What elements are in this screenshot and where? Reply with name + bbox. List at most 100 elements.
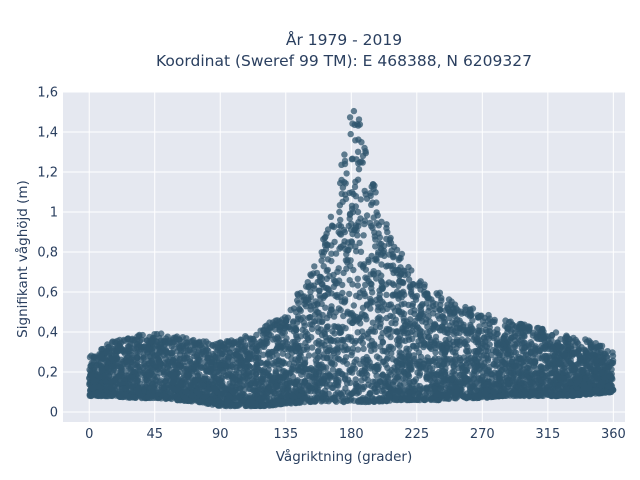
data-point	[345, 246, 352, 253]
data-point	[345, 222, 352, 230]
data-point	[422, 319, 429, 326]
data-point	[334, 345, 341, 352]
data-point	[407, 329, 414, 336]
data-point	[289, 338, 296, 346]
data-point	[355, 398, 362, 405]
data-point	[434, 292, 442, 299]
data-point	[517, 355, 524, 362]
data-point	[390, 254, 397, 261]
data-point	[464, 311, 471, 318]
data-point	[361, 311, 368, 319]
data-point	[352, 137, 359, 144]
data-point	[307, 288, 314, 296]
data-point	[347, 397, 354, 404]
data-point	[332, 309, 339, 316]
data-point	[345, 333, 352, 341]
data-point	[330, 271, 337, 279]
data-point	[125, 357, 132, 364]
data-points	[86, 107, 617, 410]
data-point	[103, 349, 110, 356]
data-point	[507, 371, 514, 379]
data-point	[401, 300, 408, 307]
data-point	[308, 272, 315, 279]
data-point	[400, 375, 407, 382]
data-point	[354, 208, 362, 216]
data-point	[96, 373, 103, 381]
data-point	[475, 329, 482, 336]
data-point	[362, 360, 370, 367]
data-point	[422, 291, 429, 298]
data-point	[384, 331, 392, 338]
data-point	[332, 250, 340, 257]
data-point	[230, 338, 238, 346]
data-point	[362, 149, 369, 157]
data-point	[252, 370, 260, 378]
data-point	[450, 325, 457, 332]
data-point	[335, 265, 342, 272]
data-point	[198, 364, 205, 371]
data-point	[279, 350, 287, 357]
data-point	[260, 351, 267, 358]
data-point	[335, 376, 342, 384]
data-point	[330, 283, 337, 290]
data-point	[408, 285, 415, 292]
data-point	[563, 385, 570, 393]
data-point	[340, 226, 348, 234]
data-point	[216, 349, 224, 356]
data-point	[442, 369, 449, 376]
data-point	[435, 355, 442, 363]
data-point	[442, 377, 450, 384]
data-point	[339, 281, 346, 289]
data-point	[467, 306, 474, 313]
data-point	[362, 281, 369, 289]
data-point	[314, 301, 321, 308]
data-point	[386, 394, 393, 401]
data-point	[323, 284, 330, 292]
data-point	[598, 369, 605, 376]
data-point	[490, 329, 498, 336]
data-point	[394, 363, 402, 371]
data-point	[367, 298, 374, 305]
data-point	[321, 292, 328, 300]
data-point	[373, 199, 380, 206]
data-point	[609, 357, 617, 364]
data-point	[148, 338, 155, 346]
data-point	[392, 394, 400, 401]
data-point	[373, 255, 380, 262]
data-point	[316, 369, 323, 377]
data-point	[396, 352, 403, 359]
data-point	[283, 317, 290, 325]
data-point	[340, 269, 347, 277]
data-point	[579, 352, 586, 360]
data-point	[208, 358, 215, 366]
data-point	[464, 359, 471, 367]
data-point	[349, 120, 356, 127]
data-point	[308, 325, 316, 333]
data-point	[405, 353, 412, 360]
data-point	[421, 283, 428, 291]
data-point	[590, 374, 598, 381]
data-point	[323, 267, 330, 275]
data-point	[283, 335, 290, 342]
data-point	[521, 344, 528, 351]
data-point	[325, 347, 332, 355]
data-point	[400, 386, 408, 393]
data-point	[339, 289, 346, 297]
data-point	[396, 382, 403, 389]
data-point	[125, 347, 132, 354]
data-point	[416, 372, 423, 379]
data-point	[365, 258, 372, 265]
data-point	[354, 346, 362, 353]
data-point	[297, 307, 304, 314]
data-point	[188, 392, 195, 399]
data-point	[226, 354, 233, 361]
data-point	[561, 369, 569, 376]
data-point	[405, 378, 413, 385]
data-point	[593, 367, 600, 375]
data-point	[348, 351, 355, 359]
data-point	[348, 365, 356, 372]
data-point	[116, 379, 123, 387]
data-point	[287, 326, 294, 333]
data-point	[369, 289, 376, 296]
data-point	[395, 256, 402, 264]
